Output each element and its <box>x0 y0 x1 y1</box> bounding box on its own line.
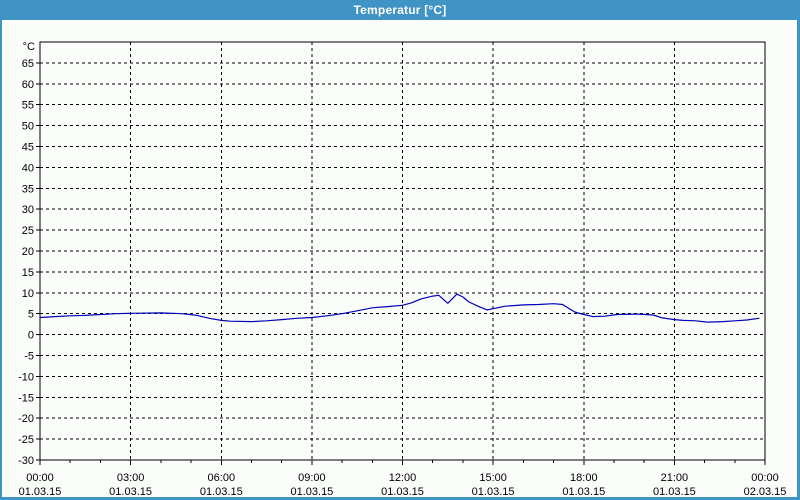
x-axis-date-label: 01.03.15 <box>653 486 696 497</box>
x-axis-date-label: 01.03.15 <box>472 486 515 497</box>
x-axis-time-label: 15:00 <box>479 472 507 484</box>
y-axis-tick-label: 30 <box>22 204 34 216</box>
x-axis-date-label: 01.03.15 <box>109 486 152 497</box>
y-axis-tick-label: 0 <box>28 330 34 342</box>
x-axis-date-label: 01.03.15 <box>290 486 333 497</box>
y-axis-tick-label: 55 <box>22 100 34 112</box>
y-axis-tick-label: 65 <box>22 58 34 70</box>
y-axis-tick-label: 15 <box>22 267 34 279</box>
x-axis-time-label: 00:00 <box>751 472 779 484</box>
temperature-chart: °C65605550454035302520151050-5-10-15-20-… <box>18 41 787 497</box>
x-axis-time-label: 00:00 <box>26 472 54 484</box>
x-axis-date-label: 01.03.15 <box>562 486 605 497</box>
temperature-series-line <box>39 293 760 323</box>
x-axis-date-label: 02.03.15 <box>744 486 787 497</box>
x-axis-time-label: 06:00 <box>208 472 236 484</box>
x-axis-date-label: 01.03.15 <box>200 486 243 497</box>
y-axis-tick-label: -30 <box>18 455 34 467</box>
y-axis-unit-label: °C <box>23 41 35 53</box>
y-axis-tick-label: -10 <box>18 371 34 383</box>
x-axis-date-label: 01.03.15 <box>381 486 424 497</box>
x-axis-time-label: 03:00 <box>117 472 145 484</box>
y-axis-tick-label: -5 <box>24 351 34 363</box>
window-title: Temperatur [°C] <box>353 3 447 17</box>
y-axis-tick-label: 25 <box>22 225 34 237</box>
y-axis-tick-label: -20 <box>18 413 34 425</box>
y-axis-tick-label: 60 <box>22 79 34 91</box>
y-axis-tick-label: -25 <box>18 434 34 446</box>
x-axis-date-label: 01.03.15 <box>19 486 62 497</box>
y-axis-tick-label: 5 <box>28 309 34 321</box>
y-axis-tick-label: 20 <box>22 246 34 258</box>
y-axis-tick-label: 50 <box>22 121 34 133</box>
y-axis-tick-label: 40 <box>22 162 34 174</box>
x-axis-time-label: 18:00 <box>570 472 598 484</box>
x-axis-time-label: 12:00 <box>389 472 417 484</box>
y-axis-tick-label: 10 <box>22 288 34 300</box>
x-axis-time-label: 09:00 <box>298 472 326 484</box>
chart-area: °C 65 60 55 50 45 40 35 30 25 20 15 10 5 0 -5 -10 -15 -20-… <box>0 20 800 500</box>
window-titlebar: Temperatur [°C] <box>0 0 800 20</box>
y-axis-tick-label: 35 <box>22 183 34 195</box>
x-axis-time-label: 21:00 <box>661 472 689 484</box>
y-axis-tick-label: 45 <box>22 142 34 154</box>
y-axis-tick-label: -15 <box>18 392 34 404</box>
